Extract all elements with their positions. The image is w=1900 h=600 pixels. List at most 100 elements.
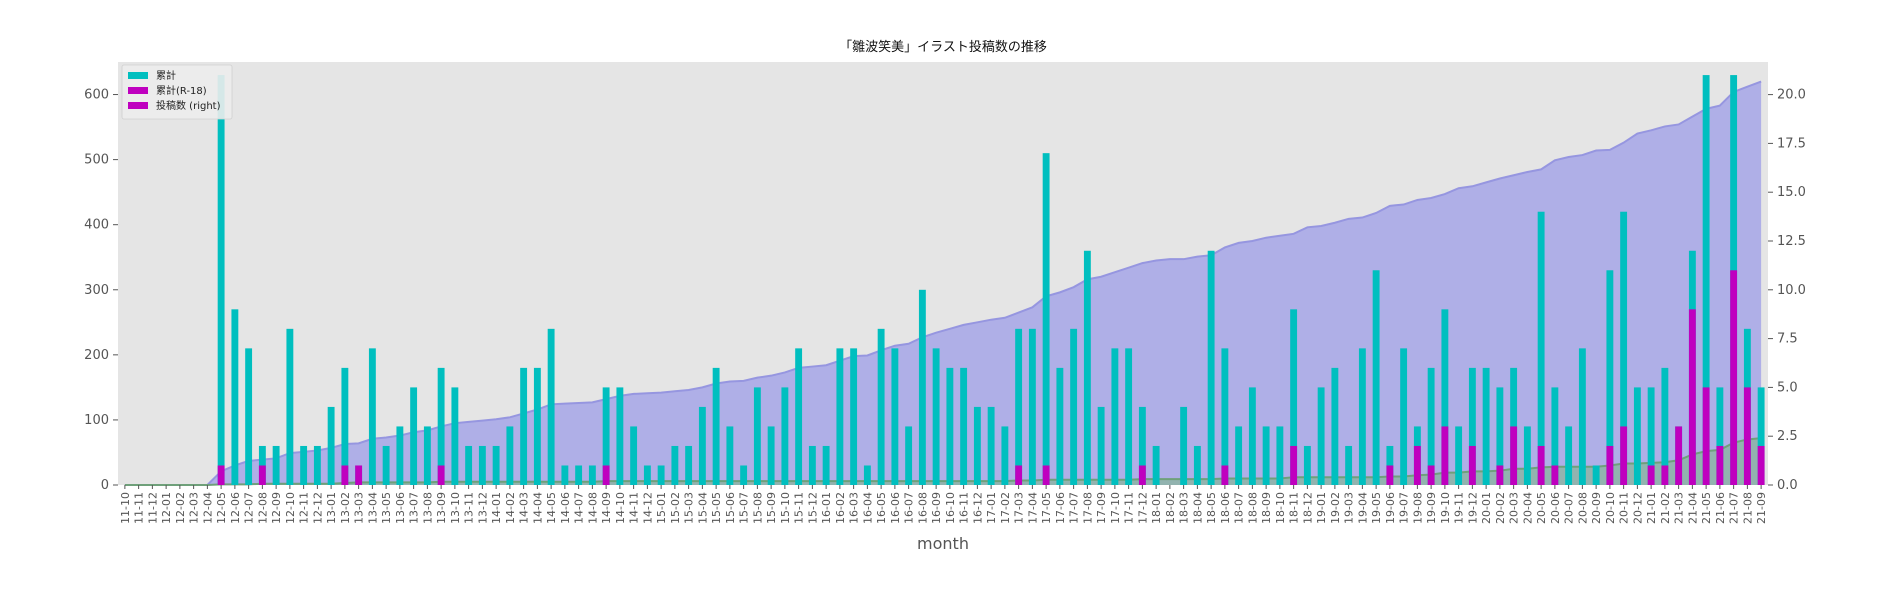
x-tick-label: 19-05: [1370, 492, 1383, 524]
x-tick-label: 13-03: [353, 492, 366, 524]
x-tick-label: 15-03: [683, 492, 696, 524]
x-tick-label: 15-12: [806, 492, 819, 524]
x-tick-label: 15-01: [655, 492, 668, 524]
bar-r18-17-05: [1042, 465, 1050, 485]
bar-total-14-03: [520, 367, 528, 485]
x-tick-label: 17-04: [1026, 492, 1039, 524]
legend-label: 投稿数 (right): [156, 99, 221, 112]
x-tick-label: 17-06: [1054, 492, 1067, 524]
x-tick-label: 19-06: [1384, 492, 1397, 524]
x-tick-label: 17-08: [1081, 492, 1094, 524]
bar-r18-21-08: [1743, 387, 1751, 485]
x-tick-label: 21-01: [1645, 492, 1658, 524]
x-tick-label: 12-04: [201, 492, 214, 524]
x-tick-label: 21-04: [1686, 492, 1699, 524]
x-tick-label: 19-11: [1453, 492, 1466, 524]
y-axis-left: 0 100 200 300 400 500 600: [84, 88, 118, 493]
x-tick-label: 18-12: [1301, 492, 1314, 524]
bar-total-15-12: [808, 445, 816, 485]
x-tick-label: 19-02: [1329, 492, 1342, 524]
bar-r18-21-05: [1702, 387, 1710, 485]
x-tick-label: 16-12: [971, 492, 984, 524]
bar-r18-17-12: [1138, 465, 1146, 485]
bar-total-19-02: [1331, 367, 1339, 485]
x-tick-label: 20-03: [1508, 492, 1521, 524]
bar-total-20-11: [1620, 211, 1628, 485]
bar-r18-21-01: [1647, 465, 1655, 485]
legend-swatch: [128, 87, 148, 94]
x-tick-label: 21-06: [1714, 492, 1727, 524]
x-tick-label: 20-01: [1480, 492, 1493, 524]
x-tick-label: 15-08: [751, 492, 764, 524]
x-tick-label: 18-07: [1233, 492, 1246, 524]
bar-total-17-08: [1083, 250, 1091, 485]
y-left-tick-label: 0: [101, 478, 109, 493]
bar-r18-19-06: [1386, 465, 1394, 485]
bar-r18-18-11: [1290, 445, 1298, 485]
x-tick-label: 16-05: [875, 492, 888, 524]
x-tick-label: 12-02: [174, 492, 187, 524]
x-tick-label: 11-11: [133, 492, 146, 524]
bar-total-20-07: [1565, 426, 1573, 485]
x-tick-label: 12-03: [188, 492, 201, 524]
x-tick-label: 16-03: [848, 492, 861, 524]
bar-total-17-12: [1138, 406, 1146, 485]
x-tick-label: 13-11: [463, 492, 476, 524]
x-tick-label: 18-09: [1260, 492, 1273, 524]
x-tick-label: 21-07: [1728, 492, 1741, 524]
bar-total-20-02: [1496, 387, 1504, 485]
y-right-tick-label: 10.0: [1777, 283, 1806, 298]
bar-total-19-10: [1441, 309, 1449, 485]
bar-total-18-01: [1152, 445, 1160, 485]
y-right-tick-label: 7.5: [1777, 332, 1798, 347]
x-tick-label: 15-05: [710, 492, 723, 524]
bar-total-13-12: [478, 445, 486, 485]
x-tick-label: 12-08: [256, 492, 269, 524]
y-right-tick-label: 17.5: [1777, 136, 1806, 151]
bar-total-19-05: [1372, 270, 1380, 485]
bar-total-13-11: [465, 445, 473, 485]
bar-total-19-07: [1400, 348, 1408, 485]
bar-total-20-04: [1523, 426, 1531, 485]
bar-total-20-01: [1482, 367, 1490, 485]
x-tick-label: 21-02: [1659, 492, 1672, 524]
bar-total-15-09: [767, 426, 775, 485]
legend-label: 累計(R-18): [156, 84, 207, 97]
bar-total-12-12: [313, 445, 321, 485]
x-tick-label: 14-04: [531, 492, 544, 524]
x-tick-label: 20-02: [1494, 492, 1507, 524]
x-tick-label: 13-01: [325, 492, 338, 524]
x-tick-label: 12-10: [284, 492, 297, 524]
bar-total-18-08: [1248, 387, 1256, 485]
x-tick-label: 18-04: [1191, 492, 1204, 524]
x-tick-label: 20-07: [1563, 492, 1576, 524]
bar-total-14-08: [588, 465, 596, 485]
x-tick-label: 14-08: [586, 492, 599, 524]
bar-total-12-07: [245, 348, 253, 485]
bar-total-18-07: [1235, 426, 1243, 485]
y-axis-right: 0.0 2.5 5.0 7.5 10.0 12.5 15.0 17.5 20.0: [1768, 88, 1806, 493]
bar-total-14-01: [492, 445, 500, 485]
x-tick-label: 15-09: [765, 492, 778, 524]
bar-r18-21-06: [1716, 445, 1724, 485]
bar-total-16-07: [905, 426, 913, 485]
x-tick-label: 16-08: [916, 492, 929, 524]
bar-r18-21-09: [1757, 445, 1765, 485]
bar-total-19-03: [1345, 445, 1353, 485]
bar-total-16-01: [822, 445, 830, 485]
bar-total-15-08: [753, 387, 761, 485]
bar-total-20-05: [1537, 211, 1545, 485]
bar-total-16-09: [932, 348, 940, 485]
x-tick-label: 19-12: [1466, 492, 1479, 524]
bar-r18-21-03: [1675, 426, 1683, 485]
x-tick-label: 16-11: [958, 492, 971, 524]
x-tick-label: 16-06: [889, 492, 902, 524]
bar-r18-13-02: [341, 465, 349, 485]
bar-total-16-06: [891, 348, 899, 485]
bar-total-13-04: [368, 348, 376, 485]
x-tick-label: 11-10: [119, 492, 132, 524]
x-tick-label: 12-07: [243, 492, 256, 524]
bar-total-18-09: [1262, 426, 1270, 485]
x-tick-label: 12-01: [160, 492, 173, 524]
x-tick-label: 19-08: [1411, 492, 1424, 524]
